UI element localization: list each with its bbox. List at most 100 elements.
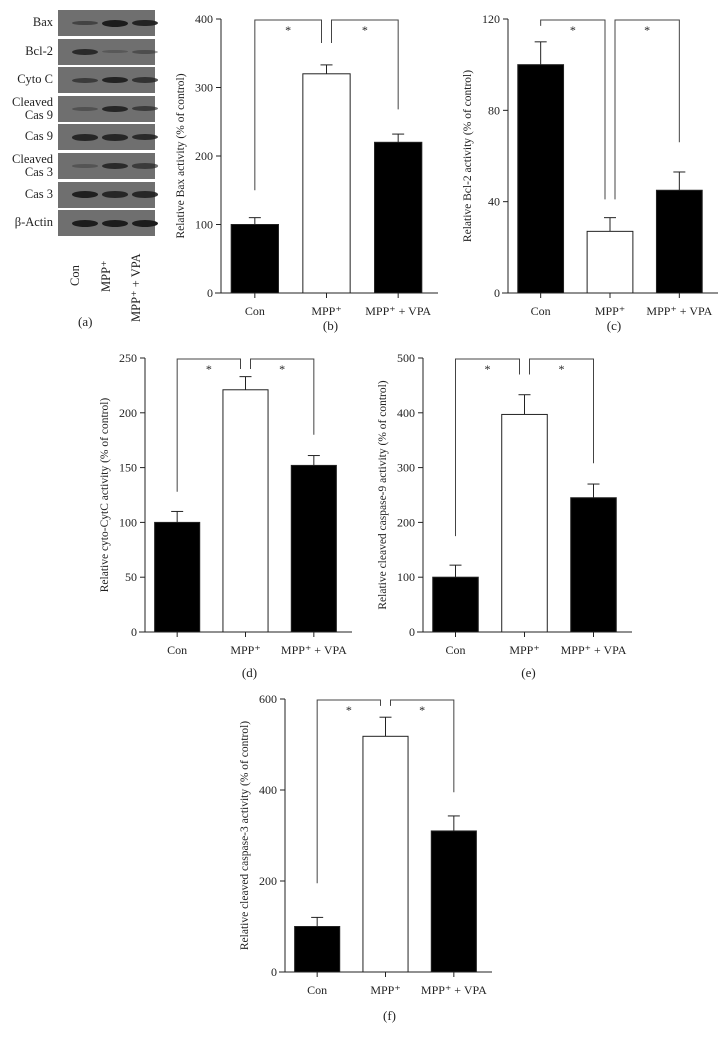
chart-e: 0 100 200 300 400 500 Relative cleaved caspase… bbox=[377, 351, 632, 680]
protein-band bbox=[102, 162, 128, 170]
blot-strip bbox=[58, 10, 158, 36]
x-tick-label: MPP⁺ + VPA bbox=[421, 983, 487, 997]
x-tick-label: MPP⁺ bbox=[311, 304, 341, 318]
y-tick-label: 250 bbox=[119, 351, 137, 365]
blot-strip bbox=[58, 38, 158, 65]
blot-row-label: Cas 3 bbox=[24, 186, 53, 201]
significance-bracket bbox=[176, 358, 241, 492]
significance-star: * bbox=[362, 23, 368, 37]
bar-mpp-vpa bbox=[570, 497, 617, 633]
x-tick-label: Con bbox=[307, 983, 327, 997]
protein-band bbox=[132, 134, 158, 141]
chart-d: 0 50 100 150 200 250 Relative cyto-CytC activi… bbox=[99, 351, 352, 680]
bar-mpp bbox=[362, 735, 409, 973]
protein-band bbox=[132, 19, 158, 27]
significance-bracket bbox=[316, 699, 381, 884]
bar-con bbox=[230, 224, 279, 294]
y-tick-label: 100 bbox=[119, 515, 137, 529]
protein-band bbox=[72, 164, 98, 168]
panel-caption: (b) bbox=[323, 318, 338, 333]
protein-band bbox=[72, 77, 98, 83]
significance-bracket bbox=[390, 699, 455, 793]
significance-bracket bbox=[529, 358, 594, 464]
y-tick-label: 0 bbox=[271, 965, 277, 979]
y-axis-label: Relative Bax activity (% of control) bbox=[175, 73, 187, 238]
significance-star: * bbox=[285, 23, 291, 37]
y-tick-label: 600 bbox=[259, 692, 277, 706]
blot-row-label: Bcl-2 bbox=[25, 43, 53, 58]
y-tick-label: 200 bbox=[195, 149, 213, 163]
bar-mpp-vpa bbox=[430, 830, 477, 973]
significance-bracket bbox=[540, 19, 606, 200]
y-tick-label: 40 bbox=[488, 195, 500, 209]
bar-mpp bbox=[222, 389, 269, 633]
bar-mpp-vpa bbox=[655, 189, 703, 294]
blot-row-label: Cleaved Cas 9 bbox=[12, 94, 53, 122]
blot-strip bbox=[58, 210, 158, 237]
chart-b: 0 100 200 300 400 Relative Bax activity (% of… bbox=[175, 12, 438, 333]
blot-strip bbox=[58, 181, 158, 208]
significance-star: * bbox=[485, 362, 491, 376]
x-tick-label: MPP⁺ + VPA bbox=[646, 304, 712, 318]
y-tick-label: 200 bbox=[259, 874, 277, 888]
protein-band bbox=[102, 134, 128, 141]
protein-band bbox=[102, 105, 128, 112]
x-tick-label: Con bbox=[167, 643, 187, 657]
bar-mpp-vpa bbox=[290, 464, 337, 633]
x-tick-label: MPP⁺ + VPA bbox=[365, 304, 431, 318]
bar-mpp bbox=[586, 230, 634, 294]
blot-row-label: Bax bbox=[32, 15, 53, 29]
y-tick-label: 200 bbox=[119, 406, 137, 420]
blot-row-label: Cleaved Cas 3 bbox=[12, 152, 53, 179]
panel-caption: (d) bbox=[242, 665, 257, 680]
y-tick-label: 400 bbox=[259, 783, 277, 797]
y-tick-label: 300 bbox=[195, 81, 213, 95]
protein-band bbox=[102, 19, 128, 27]
y-tick-label: 400 bbox=[195, 12, 213, 26]
y-tick-label: 0 bbox=[131, 625, 137, 639]
protein-band bbox=[72, 219, 98, 227]
protein-band bbox=[132, 49, 158, 54]
y-tick-label: 150 bbox=[119, 461, 137, 475]
protein-band bbox=[102, 76, 128, 84]
x-tick-label: MPP⁺ bbox=[370, 983, 400, 997]
y-tick-label: 0 bbox=[409, 625, 415, 639]
chart-f: 0 200 400 600 Relative cleaved caspase-3 act… bbox=[239, 692, 492, 1023]
protein-band bbox=[102, 49, 128, 54]
panel-caption: (e) bbox=[521, 665, 535, 680]
y-tick-label: 50 bbox=[125, 570, 137, 584]
protein-band bbox=[72, 20, 98, 26]
bar-mpp bbox=[501, 413, 548, 633]
y-tick-label: 100 bbox=[397, 570, 415, 584]
x-tick-label: Con bbox=[531, 304, 551, 318]
blot-row-label: Cyto C bbox=[17, 72, 53, 87]
significance-bracket bbox=[614, 19, 680, 200]
blot-strip bbox=[58, 153, 158, 179]
significance-star: * bbox=[419, 703, 425, 717]
y-tick-label: 100 bbox=[195, 218, 213, 232]
y-tick-label: 0 bbox=[207, 286, 213, 300]
protein-band bbox=[72, 191, 98, 198]
bar-mpp bbox=[302, 73, 351, 294]
bar-con bbox=[517, 64, 565, 294]
y-axis-label: Relative cleaved caspase-9 activity (% o… bbox=[377, 380, 389, 609]
panel-caption: (c) bbox=[607, 318, 621, 333]
y-tick-label: 80 bbox=[488, 103, 500, 117]
blot-strip bbox=[58, 95, 158, 122]
significance-star: * bbox=[279, 362, 285, 376]
significance-star: * bbox=[570, 23, 576, 37]
x-tick-label: Con bbox=[445, 643, 465, 657]
blot-row-label: β-Actin bbox=[14, 215, 53, 230]
bar-con bbox=[294, 926, 341, 973]
x-tick-label: MPP⁺ bbox=[230, 643, 260, 657]
y-tick-label: 500 bbox=[397, 351, 415, 365]
panel-caption: (f) bbox=[383, 1008, 396, 1023]
significance-star: * bbox=[644, 23, 650, 37]
x-tick-label: MPP⁺ + VPA bbox=[281, 643, 347, 657]
bar-con bbox=[432, 576, 479, 633]
protein-band bbox=[132, 106, 158, 112]
y-tick-label: 120 bbox=[482, 12, 500, 26]
protein-band bbox=[132, 219, 158, 227]
chart-c: 0 40 80 120 Relative Bcl-2 activity (% of co… bbox=[462, 12, 718, 333]
